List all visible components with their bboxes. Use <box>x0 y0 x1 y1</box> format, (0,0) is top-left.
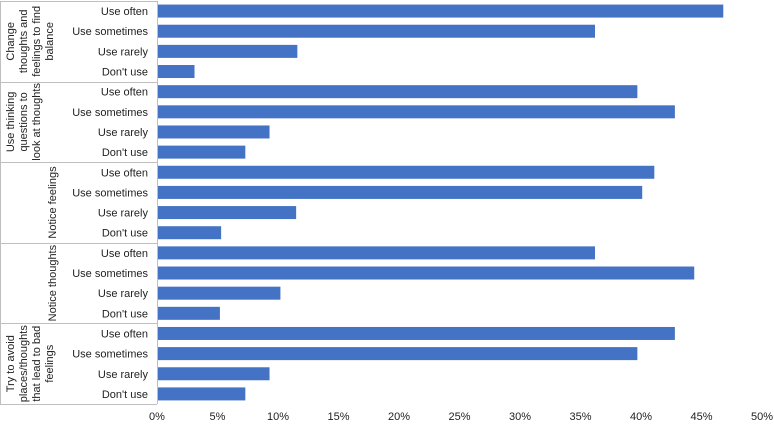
chart-structure <box>0 1 158 405</box>
x-tick-label: 0% <box>149 411 165 423</box>
group-label: Use thinking questions to look at thoughts <box>5 83 43 161</box>
bar <box>158 85 638 99</box>
bar <box>158 347 638 361</box>
category-label: Use often <box>101 6 148 18</box>
group-label-line: that lead to bad <box>31 326 43 402</box>
bar <box>158 266 695 280</box>
bar <box>158 105 675 119</box>
category-label: Use often <box>101 167 148 179</box>
group-label-line: thoughts and <box>18 9 30 73</box>
bar <box>158 387 246 401</box>
x-tick-label: 50% <box>751 411 773 423</box>
bar <box>158 206 297 220</box>
x-tick-label: 35% <box>569 411 591 423</box>
category-label: Use often <box>101 248 148 260</box>
bar <box>158 65 195 79</box>
group-label-line: Notice thoughts <box>47 244 59 321</box>
group-label-line: feelings to find <box>31 6 43 77</box>
category-label: Don't use <box>102 228 148 240</box>
category-label: Use sometimes <box>72 26 148 38</box>
group-label: Change thoughts and feelings to find balanc… <box>5 6 56 77</box>
x-tick-label: 5% <box>210 411 226 423</box>
group-label: Try to avoid places/thoughts that lead to … <box>5 325 56 403</box>
bar <box>158 367 270 381</box>
bar <box>158 286 281 300</box>
group-label-line: Change <box>5 22 17 61</box>
category-label: Use often <box>101 328 148 340</box>
category-label: Use rarely <box>98 208 149 220</box>
x-tick-label: 15% <box>327 411 349 423</box>
group-label-line: places/thoughts <box>18 325 30 403</box>
bar <box>158 246 596 260</box>
category-label: Use sometimes <box>72 268 148 280</box>
x-tick-label: 30% <box>509 411 531 423</box>
x-tick-label: 25% <box>448 411 470 423</box>
x-tick-label: 45% <box>690 411 712 423</box>
category-label: Don't use <box>102 308 148 320</box>
bar <box>158 165 655 179</box>
group-label-line: Use thinking <box>5 92 17 153</box>
category-label: Use rarely <box>98 46 149 58</box>
category-label: Use rarely <box>98 288 149 300</box>
group-label: Notice feelings <box>47 166 59 239</box>
group-label-line: Try to avoid <box>5 335 17 392</box>
category-label: Don't use <box>102 389 148 401</box>
bar <box>158 145 246 159</box>
group-label-line: Notice feelings <box>47 166 59 239</box>
bar <box>158 326 675 340</box>
group-label-line: questions to <box>18 92 30 151</box>
group-label-line: look at thoughts <box>31 83 43 161</box>
category-label: Don't use <box>102 67 148 79</box>
bar <box>158 226 222 240</box>
bar <box>158 44 298 58</box>
bar-layer <box>158 4 724 401</box>
category-label: Use often <box>101 87 148 99</box>
category-label: Use rarely <box>98 127 149 139</box>
bar <box>158 125 270 139</box>
group-label-line: feelings <box>44 344 56 382</box>
x-tick-label: 40% <box>630 411 652 423</box>
bar <box>158 4 724 18</box>
bar <box>158 185 643 199</box>
x-tick-label: 10% <box>267 411 289 423</box>
group-label-line: balance <box>44 22 56 61</box>
bar <box>158 24 596 38</box>
category-label: Use sometimes <box>72 187 148 199</box>
category-label: Use sometimes <box>72 349 148 361</box>
bar <box>158 306 220 320</box>
label-layer: Use often Use sometimes Use rarely Don't us… <box>5 6 773 423</box>
group-label: Notice thoughts <box>47 244 59 321</box>
x-tick-label: 20% <box>388 411 410 423</box>
category-label: Use sometimes <box>72 107 148 119</box>
category-label: Don't use <box>102 147 148 159</box>
category-label: Use rarely <box>98 369 149 381</box>
